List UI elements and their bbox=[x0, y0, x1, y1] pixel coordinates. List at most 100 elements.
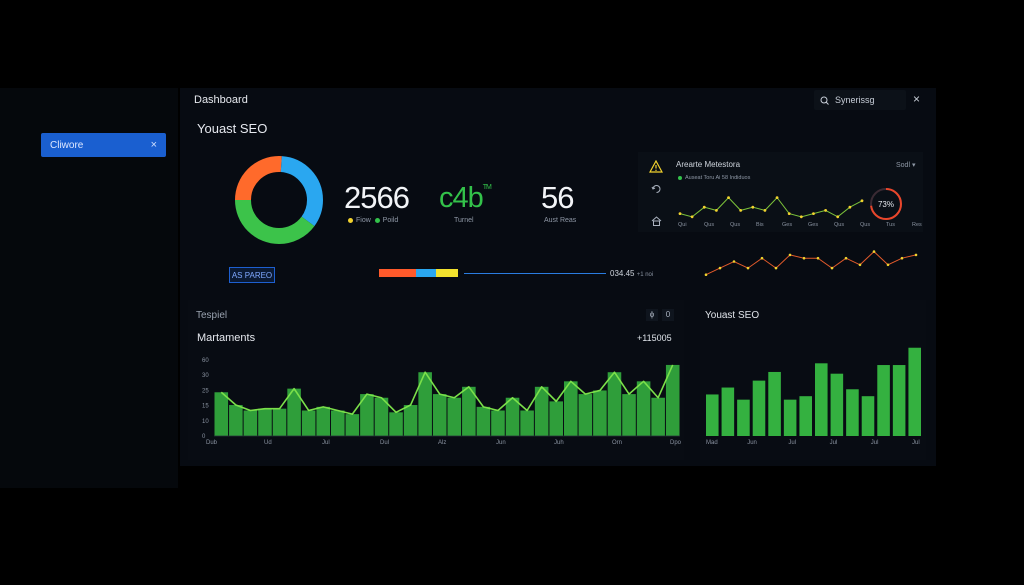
bar bbox=[593, 390, 607, 436]
bar bbox=[846, 389, 859, 436]
legend-label: Fiow bbox=[356, 217, 371, 224]
kpi-legend: Fiow Poild bbox=[348, 217, 398, 224]
x-tick-label: Mad bbox=[706, 440, 718, 446]
bar bbox=[830, 373, 844, 436]
donut-slice bbox=[235, 156, 323, 244]
data-point bbox=[763, 209, 767, 212]
kpi-sup: TM bbox=[482, 184, 492, 191]
bar bbox=[345, 414, 360, 436]
bar bbox=[783, 399, 797, 436]
y-tick-label: 60 bbox=[202, 358, 209, 364]
x-tick-label: Jul bbox=[871, 440, 879, 446]
segment bbox=[436, 269, 458, 277]
series-line-green bbox=[679, 196, 863, 218]
bar bbox=[607, 372, 622, 436]
x-tick-label: Dpo bbox=[670, 440, 682, 446]
kpi-caption-3: Aust Reas bbox=[544, 217, 577, 224]
x-tick-label: Alz bbox=[438, 440, 446, 446]
tab-label[interactable]: Tespiel bbox=[196, 310, 228, 321]
bar bbox=[360, 394, 374, 436]
segment-bar bbox=[379, 269, 458, 277]
bar bbox=[636, 381, 651, 436]
bar bbox=[272, 408, 287, 436]
segment bbox=[379, 269, 416, 277]
x-tick-label: Juh bbox=[554, 440, 564, 446]
series-line bbox=[220, 364, 674, 415]
data-point bbox=[704, 273, 708, 276]
control-button[interactable]: 0 bbox=[662, 309, 674, 321]
bar bbox=[476, 406, 491, 436]
kpi-value-1: 2566 bbox=[344, 180, 410, 215]
data-point bbox=[824, 209, 827, 212]
sort-dropdown[interactable]: Sodl ▾ bbox=[896, 162, 916, 169]
refresh-icon[interactable] bbox=[651, 184, 662, 194]
y-tick-label: 10 bbox=[202, 419, 209, 425]
bar bbox=[403, 405, 418, 436]
progress-number: 034.45 bbox=[610, 269, 635, 278]
bar-chart-title: Youast SEO bbox=[705, 310, 760, 321]
chart-title: Martaments bbox=[197, 332, 256, 344]
bar bbox=[892, 365, 906, 436]
bar bbox=[799, 396, 812, 436]
alerts-subtitle-text: Auseat Toru Ai 58 Indiduos bbox=[685, 175, 751, 181]
bar bbox=[651, 397, 665, 436]
x-tick-label: Dub bbox=[206, 440, 218, 446]
control-button[interactable]: ϕ bbox=[646, 309, 658, 321]
bar bbox=[243, 410, 258, 436]
bar bbox=[418, 372, 432, 436]
progress-line bbox=[464, 273, 606, 274]
sidebar-item-active[interactable]: Cliwore × bbox=[41, 133, 166, 157]
bar bbox=[505, 397, 520, 436]
y-tick-label: 30 bbox=[202, 373, 209, 379]
data-point bbox=[860, 199, 864, 203]
bar bbox=[374, 397, 389, 436]
section-title: Youast SEO bbox=[197, 121, 268, 136]
data-point bbox=[858, 263, 862, 267]
data-point bbox=[799, 215, 803, 219]
kpi-value-3: 56 bbox=[541, 180, 574, 215]
bar bbox=[752, 380, 766, 436]
legend-dot bbox=[374, 217, 380, 223]
y-tick-label: 25 bbox=[202, 388, 209, 394]
x-tick-label: Qus bbox=[834, 222, 844, 228]
search-placeholder: Synerissg bbox=[835, 95, 875, 105]
kpi-caption-2: Turnel bbox=[454, 217, 474, 224]
search-input[interactable]: Synerissg bbox=[814, 90, 906, 110]
x-tick-label: Tus bbox=[886, 222, 895, 228]
bar bbox=[258, 408, 272, 436]
data-point bbox=[690, 215, 694, 219]
y-tick-label: 0 bbox=[202, 434, 206, 440]
status-badge[interactable]: AS PAREO bbox=[229, 267, 275, 283]
page-title: Dashboard bbox=[194, 94, 248, 106]
data-point bbox=[788, 253, 792, 257]
y-tick-label: 15 bbox=[202, 404, 209, 410]
x-tick-label: Ges bbox=[808, 222, 818, 228]
data-point bbox=[914, 253, 918, 257]
bar bbox=[229, 405, 243, 436]
bar bbox=[908, 347, 921, 436]
alerts-title: Arearte Metestora bbox=[676, 160, 741, 169]
x-tick-label: Qui bbox=[678, 222, 687, 228]
close-icon[interactable]: × bbox=[150, 139, 157, 151]
data-point bbox=[812, 212, 815, 215]
kpi-value-2-text: c4b bbox=[439, 182, 484, 214]
segment bbox=[416, 269, 436, 277]
data-point bbox=[775, 196, 779, 199]
data-point bbox=[844, 256, 848, 260]
home-icon[interactable] bbox=[651, 216, 662, 226]
data-point bbox=[727, 196, 730, 199]
data-point bbox=[718, 266, 722, 270]
kpi-value-2: c4bTM bbox=[439, 182, 492, 215]
x-tick-label: Dul bbox=[380, 440, 389, 446]
data-point bbox=[739, 209, 743, 212]
x-tick-label: Jul bbox=[322, 440, 330, 446]
bar bbox=[737, 399, 750, 436]
data-point bbox=[900, 256, 904, 260]
data-point bbox=[751, 205, 755, 209]
bar bbox=[549, 401, 563, 436]
x-tick-label: Res bbox=[912, 222, 922, 228]
legend-label: Poild bbox=[382, 217, 399, 224]
close-icon[interactable]: × bbox=[913, 92, 921, 106]
bar-chart: Mad Jun Jul Jul Jul Jul bbox=[706, 347, 921, 446]
